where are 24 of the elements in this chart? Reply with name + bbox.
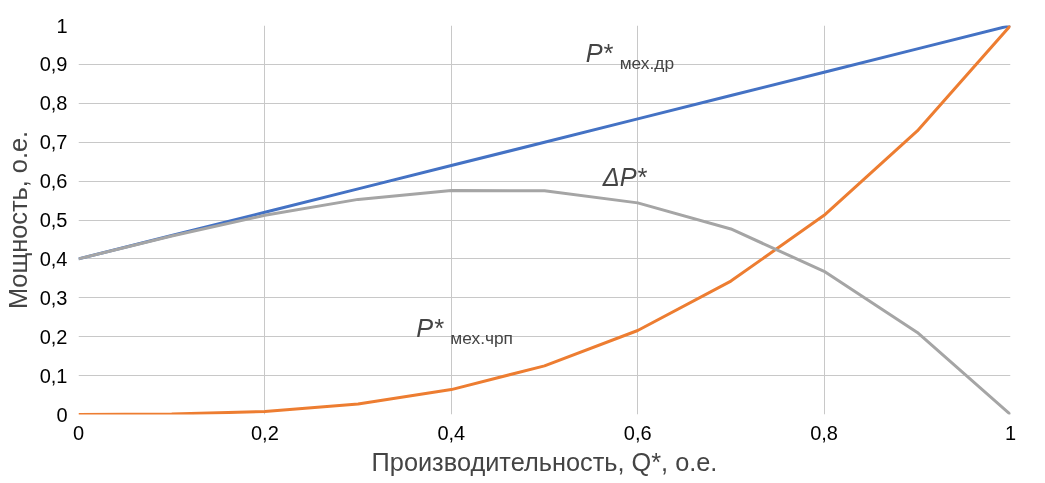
x-tick-label: 0,8 bbox=[810, 421, 839, 444]
y-tick-label: 0,1 bbox=[39, 364, 68, 387]
x-tick-label: 0 bbox=[72, 421, 85, 444]
y-axis-title: Мощность, о.е. bbox=[3, 130, 32, 310]
line-series bbox=[78, 188, 1011, 415]
series-label: P*мех.чрп bbox=[416, 313, 513, 348]
y-tick-label: 0,2 bbox=[39, 325, 68, 348]
x-tick-label: 0,4 bbox=[437, 421, 466, 444]
y-tick-label: 0,5 bbox=[39, 209, 68, 231]
y-tick-label: 0,7 bbox=[39, 131, 68, 154]
y-tick-label: 1 bbox=[56, 14, 68, 37]
line-series bbox=[78, 25, 1011, 415]
series-label: P*мех.др bbox=[585, 38, 675, 73]
y-tick-label: 0,3 bbox=[39, 286, 68, 309]
x-tick-label: 0,2 bbox=[251, 421, 279, 444]
y-tick-label: 0,6 bbox=[39, 170, 68, 193]
x-tick-label: 1 bbox=[1004, 421, 1017, 444]
y-tick-label: 0,4 bbox=[39, 247, 68, 270]
x-axis-title: Производительность, Q*, о.е. bbox=[371, 447, 718, 476]
y-tick-label: 0,8 bbox=[39, 92, 68, 115]
y-tick-label: 0 bbox=[56, 403, 68, 426]
y-tick-label: 0,9 bbox=[39, 53, 68, 76]
x-tick-label: 0,6 bbox=[623, 421, 652, 444]
series-label: ΔP* bbox=[601, 162, 648, 191]
